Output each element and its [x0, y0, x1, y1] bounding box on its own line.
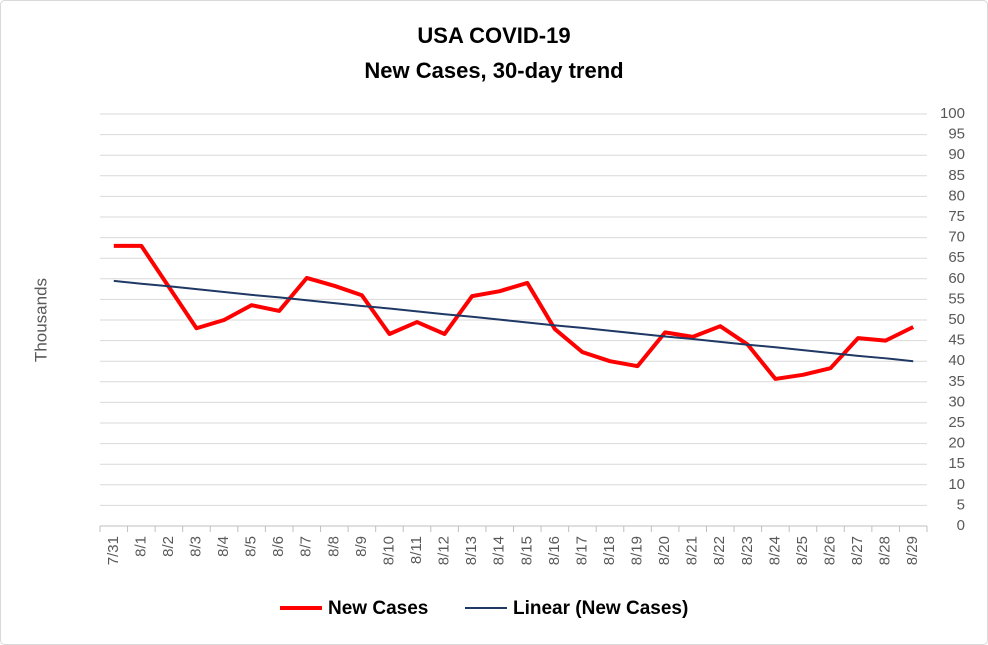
- x-tick-label: 8/5: [243, 536, 260, 557]
- y-tick-label: 10: [948, 476, 965, 493]
- x-tick-label: 8/3: [187, 536, 204, 557]
- x-tick-label: 8/10: [380, 536, 397, 565]
- y-tick-label: 85: [948, 167, 965, 184]
- y-tick-label: 75: [948, 208, 965, 225]
- x-tick-label: 8/16: [546, 536, 563, 565]
- y-tick-label: 60: [948, 270, 965, 287]
- y-tick-label: 45: [948, 332, 965, 349]
- x-tick-label: 8/9: [353, 536, 370, 557]
- y-tick-label: 20: [948, 435, 965, 452]
- x-tick-label: 8/25: [794, 536, 811, 565]
- series-line: [113, 243, 915, 381]
- y-tick-label: 80: [948, 187, 965, 204]
- x-tick-label: 8/7: [298, 536, 315, 557]
- x-tick-label: 8/14: [491, 536, 508, 565]
- x-tick-label: 8/8: [325, 536, 342, 557]
- series-line: [113, 279, 914, 363]
- y-tick-label: 50: [948, 311, 965, 328]
- x-tick-label: 8/27: [849, 536, 866, 565]
- chart-subtitle: New Cases, 30-day trend: [364, 58, 623, 83]
- x-tick-label: 8/22: [711, 536, 728, 565]
- x-tick-label: 8/21: [684, 536, 701, 565]
- x-tick-label: 8/23: [739, 536, 756, 565]
- legend-label: New Cases: [328, 598, 428, 619]
- x-tick-label: 8/6: [270, 536, 287, 557]
- y-tick-label: 90: [948, 146, 965, 163]
- x-tick-label: 8/1: [132, 536, 149, 557]
- chart-title: USA COVID-19: [417, 23, 570, 48]
- y-axis-label: Thousands: [31, 278, 50, 362]
- x-tick-label: 8/17: [573, 536, 590, 565]
- x-tick-label: 8/19: [629, 536, 646, 565]
- y-tick-label: 15: [948, 455, 965, 472]
- y-tick-label: 65: [948, 249, 965, 266]
- y-tick-label: 95: [948, 126, 965, 143]
- x-tick-label: 8/2: [160, 536, 177, 557]
- y-tick-label: 5: [957, 496, 965, 513]
- y-tick-label: 0: [957, 517, 965, 534]
- y-tick-label: 70: [948, 229, 965, 246]
- x-tick-label: 8/26: [821, 536, 838, 565]
- y-tick-label: 55: [948, 290, 965, 307]
- x-tick-label: 8/13: [463, 536, 480, 565]
- x-tick-label: 8/12: [436, 536, 453, 565]
- x-tick-label: 8/28: [877, 536, 894, 565]
- x-tick-label: 8/20: [656, 536, 673, 565]
- x-tick-label: 8/24: [766, 536, 783, 565]
- x-tick-label: 7/31: [105, 536, 122, 565]
- x-tick-label: 8/11: [408, 536, 425, 564]
- y-tick-label: 30: [948, 393, 965, 410]
- y-tick-label: 25: [948, 414, 965, 431]
- x-tick-label: 8/15: [518, 536, 535, 565]
- x-tick-label: 8/29: [904, 536, 921, 565]
- legend-label: Linear (New Cases): [513, 598, 688, 619]
- x-tick-label: 8/4: [215, 536, 232, 557]
- y-tick-label: 35: [948, 373, 965, 390]
- y-tick-label: 40: [948, 352, 965, 369]
- y-tick-label: 100: [940, 105, 965, 122]
- x-tick-label: 8/18: [601, 536, 618, 565]
